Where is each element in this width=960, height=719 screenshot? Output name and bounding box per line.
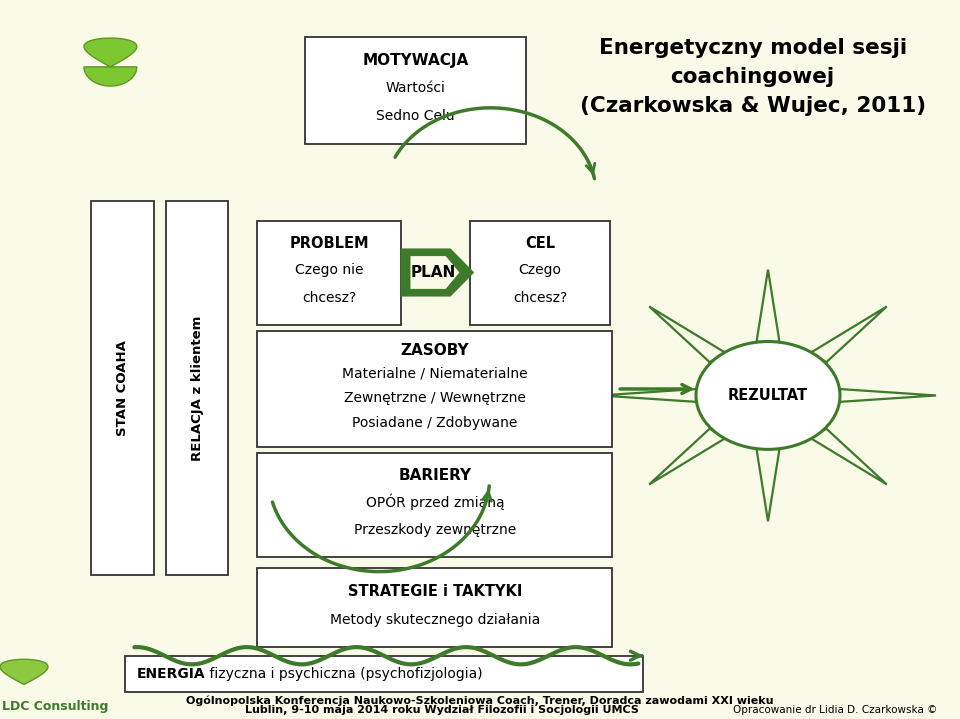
Text: Lublin, 9-10 maja 2014 roku Wydział Filozofii i Socjologii UMCS: Lublin, 9-10 maja 2014 roku Wydział Filo… — [245, 705, 638, 715]
Text: Przeszkody zewnętrzne: Przeszkody zewnętrzne — [353, 523, 516, 537]
Text: chcesz?: chcesz? — [302, 291, 356, 305]
Text: Opracowanie dr Lidia D. Czarkowska ©: Opracowanie dr Lidia D. Czarkowska © — [733, 705, 937, 715]
FancyBboxPatch shape — [257, 331, 612, 447]
Text: Zewnętrzne / Wewnętrzne: Zewnętrzne / Wewnętrzne — [344, 391, 526, 405]
Text: Posiadane / Zdobywane: Posiadane / Zdobywane — [352, 416, 517, 430]
Text: STRATEGIE i TAKTYKI: STRATEGIE i TAKTYKI — [348, 585, 522, 599]
FancyBboxPatch shape — [470, 221, 610, 325]
Polygon shape — [810, 306, 887, 362]
Text: MOTYWACJA: MOTYWACJA — [363, 52, 468, 68]
Polygon shape — [401, 249, 473, 296]
Polygon shape — [649, 306, 726, 362]
Text: Materialne / Niematerialne: Materialne / Niematerialne — [342, 367, 528, 380]
Polygon shape — [0, 659, 48, 684]
Text: LDC Consulting: LDC Consulting — [3, 700, 108, 713]
Text: RELACJA z klientem: RELACJA z klientem — [191, 316, 204, 461]
FancyBboxPatch shape — [257, 221, 401, 325]
Circle shape — [696, 342, 840, 449]
Text: Metody skutecznego działania: Metody skutecznego działania — [329, 613, 540, 627]
Text: OPÓR przed zmianą: OPÓR przed zmianą — [366, 494, 504, 510]
FancyBboxPatch shape — [305, 37, 526, 144]
Polygon shape — [84, 38, 136, 86]
Text: Wartości: Wartości — [386, 81, 445, 95]
Text: ENERGIA: ENERGIA — [136, 667, 204, 681]
Polygon shape — [756, 270, 780, 342]
Polygon shape — [839, 389, 936, 402]
Text: Czego: Czego — [518, 263, 562, 277]
Polygon shape — [600, 389, 697, 402]
Text: fizyczna i psychiczna (psychofizjologia): fizyczna i psychiczna (psychofizjologia) — [205, 667, 483, 681]
Text: Sedno Celu: Sedno Celu — [376, 109, 455, 124]
FancyBboxPatch shape — [166, 201, 228, 575]
FancyBboxPatch shape — [91, 201, 154, 575]
Text: chcesz?: chcesz? — [513, 291, 567, 305]
Polygon shape — [649, 429, 726, 485]
Text: CEL: CEL — [525, 236, 555, 251]
Text: BARIERY: BARIERY — [398, 468, 471, 483]
Text: PROBLEM: PROBLEM — [290, 236, 369, 251]
Text: PLAN: PLAN — [411, 265, 456, 280]
Text: Energetyczny model sesji
coachingowej
(Czarkowska & Wujec, 2011): Energetyczny model sesji coachingowej (C… — [580, 38, 925, 116]
FancyBboxPatch shape — [257, 568, 612, 647]
Text: Czego nie: Czego nie — [295, 263, 364, 277]
Polygon shape — [756, 449, 780, 521]
Text: Ogólnopolska Konferencja Naukowo-Szkoleniowa Coach, Trener, Doradca zawodami XXI: Ogólnopolska Konferencja Naukowo-Szkolen… — [186, 695, 774, 705]
FancyBboxPatch shape — [257, 453, 612, 557]
Text: ZASOBY: ZASOBY — [400, 343, 469, 357]
Polygon shape — [411, 257, 459, 288]
Text: REZULTAT: REZULTAT — [728, 388, 808, 403]
FancyBboxPatch shape — [125, 656, 643, 692]
Polygon shape — [810, 429, 887, 485]
Text: STAN COAHA: STAN COAHA — [116, 340, 129, 436]
